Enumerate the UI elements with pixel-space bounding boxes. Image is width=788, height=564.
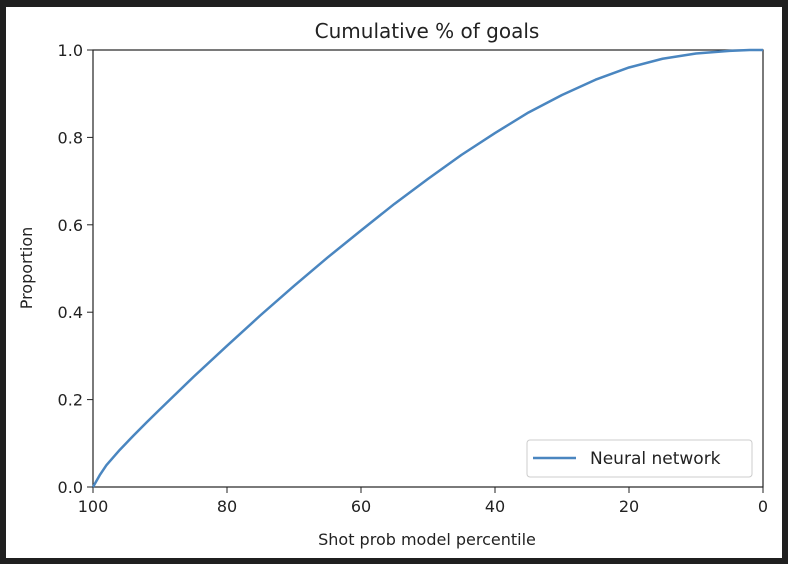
y-tick-label: 0.4 xyxy=(58,303,83,322)
x-tick-label: 0 xyxy=(758,497,768,516)
y-tick-label: 0.6 xyxy=(58,216,83,235)
x-tick-label: 60 xyxy=(351,497,371,516)
y-tick-label: 0.0 xyxy=(58,478,83,497)
series-layer xyxy=(91,48,763,488)
legend-box xyxy=(526,439,753,478)
y-tick-label: 0.8 xyxy=(58,128,83,147)
x-axis-label: Shot prob model percentile xyxy=(318,530,536,549)
x-axis-ticks: 100 80 60 40 20 0 xyxy=(78,487,768,516)
y-axis-ticks: 0.0 0.2 0.4 0.6 0.8 1.0 xyxy=(58,41,93,497)
chart-figure: Cumulative % of goals 100 80 60 40 20 0 0.0 0.… xyxy=(6,7,782,558)
legend: Neural network xyxy=(526,439,753,478)
y-tick-label: 1.0 xyxy=(58,41,83,60)
y-tick-label: 0.2 xyxy=(58,391,83,410)
plot-area xyxy=(92,49,764,488)
chart-svg: Cumulative % of goals 100 80 60 40 20 0 0.00.… xyxy=(17,19,768,549)
x-tick-label: 40 xyxy=(485,497,505,516)
x-tick-label: 20 xyxy=(619,497,639,516)
chart-title: Cumulative % of goals xyxy=(315,19,540,43)
x-tick-label: 80 xyxy=(217,497,237,516)
y-axis-label: Proportion xyxy=(17,227,36,310)
x-tick-label: 100 xyxy=(78,497,109,516)
series-line-0 xyxy=(91,48,763,488)
legend-label: Neural network xyxy=(590,449,721,469)
